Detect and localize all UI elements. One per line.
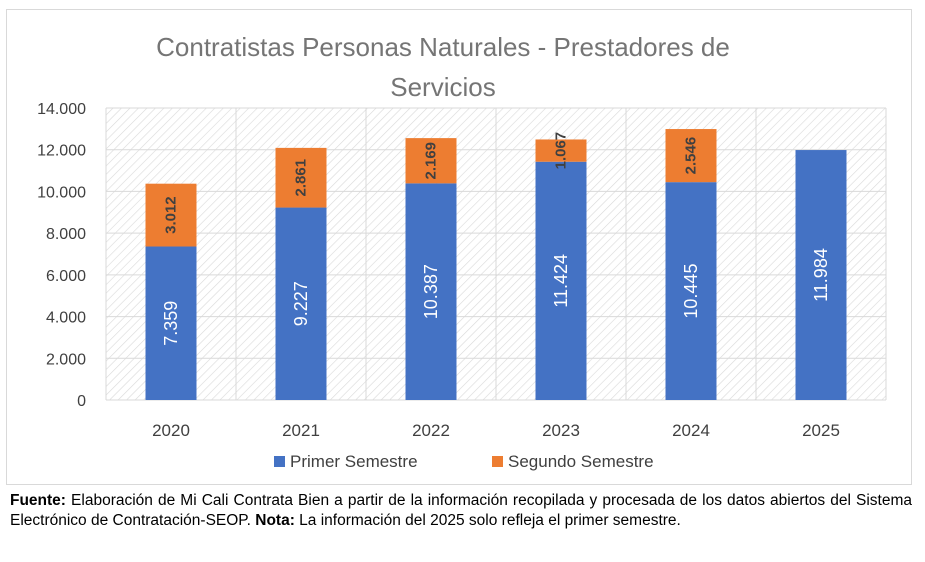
y-tick-label: 12.000 [37,143,86,160]
data-label-primer: 10.387 [421,264,441,319]
data-label-primer: 10.445 [681,264,701,319]
y-tick-label: 10.000 [37,184,86,201]
y-tick-label: 6.000 [46,268,86,285]
chart: Contratistas Personas Naturales - Presta… [37,32,887,471]
caption-fuente-text: Elaboración de Mi Cali Contrata Bien a p… [10,492,912,529]
data-label-primer: 9.227 [291,281,311,326]
bar-segundo-semestre [535,139,587,162]
data-label-segundo: 2.169 [423,142,440,180]
x-tick-label: 2021 [282,421,320,440]
bar-segundo-semestre [405,138,457,184]
legend-label-primer: Primer Semestre [290,452,418,471]
figure-caption: Fuente: Elaboración de Mi Cali Contrata … [10,491,912,531]
y-tick-label: 0 [77,393,86,410]
y-tick-label: 4.000 [46,310,86,327]
data-label-segundo: 1.067 [553,132,570,170]
data-label-segundo: 2.861 [293,159,310,197]
legend-swatch-primer [274,456,285,467]
bar-primer-semestre [665,182,717,400]
data-label-primer: 11.424 [551,254,571,308]
caption-nota-text: La información del 2025 solo refleja el … [294,512,681,529]
bar-primer-semestre [405,183,457,400]
bar-segundo-semestre [145,183,197,247]
y-tick-label: 14.000 [37,101,86,118]
x-tick-label: 2023 [542,421,580,440]
chart-title-line2: Servicios [390,72,495,102]
x-tick-label: 2020 [152,421,190,440]
legend-label-segundo: Segundo Semestre [508,452,654,471]
bar-primer-semestre [145,246,197,400]
data-label-segundo: 2.546 [683,137,700,175]
bar-primer-semestre [275,207,327,400]
bar-primer-semestre [795,150,847,400]
y-tick-label: 2.000 [46,351,86,368]
legend-swatch-segundo [492,456,503,467]
chart-title-line1: Contratistas Personas Naturales - Presta… [156,32,730,62]
y-tick-label: 8.000 [46,226,86,243]
bar-primer-semestre [535,161,587,400]
data-label-primer: 11.984 [811,248,831,302]
caption-fuente-label: Fuente: [10,492,66,509]
chart-frame: Contratistas Personas Naturales - Presta… [6,9,912,485]
x-tick-label: 2024 [672,421,710,440]
data-label-segundo: 3.012 [163,196,180,234]
data-label-primer: 7.359 [161,301,181,346]
caption-nota-label: Nota: [255,512,295,529]
x-tick-label: 2022 [412,421,450,440]
bar-segundo-semestre [275,147,327,208]
x-tick-label: 2025 [802,421,840,440]
bar-segundo-semestre [665,129,717,183]
